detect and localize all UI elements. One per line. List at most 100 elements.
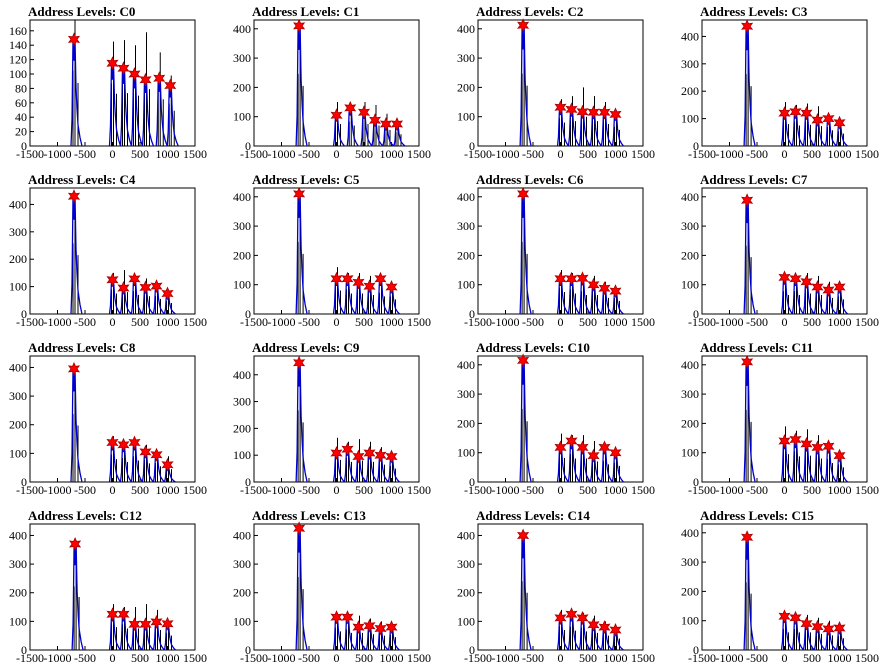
level-histogram-line bbox=[578, 617, 592, 651]
level-histogram-line bbox=[589, 624, 602, 651]
level-histogram-line bbox=[611, 452, 624, 483]
plot-frame bbox=[253, 523, 420, 651]
x-tick-label: 0 bbox=[782, 147, 788, 161]
y-tick-label: 400 bbox=[233, 190, 251, 204]
level-histogram-line bbox=[824, 628, 837, 651]
y-tick-label: 200 bbox=[681, 416, 699, 430]
y-tick-label: 100 bbox=[457, 278, 475, 292]
level-histogram-line bbox=[393, 123, 406, 147]
peak-marker bbox=[554, 440, 567, 455]
x-tick-label: 0 bbox=[558, 147, 564, 161]
level-histogram-line bbox=[519, 25, 532, 147]
y-tick-label: 200 bbox=[9, 252, 27, 266]
level-histogram-line bbox=[835, 455, 848, 483]
level-histogram-line bbox=[332, 115, 346, 147]
peak-marker bbox=[67, 32, 81, 47]
level-histogram-line bbox=[813, 286, 826, 315]
x-tick-label: 1000 bbox=[828, 147, 852, 161]
y-tick-label: 200 bbox=[681, 584, 699, 598]
level-histogram-line bbox=[813, 447, 827, 483]
level-histogram-line bbox=[108, 442, 122, 483]
y-tick-label: 40 bbox=[15, 110, 27, 124]
level-histogram-line bbox=[519, 535, 532, 651]
x-tick-label: 0 bbox=[558, 651, 564, 665]
y-tick-label: 300 bbox=[457, 387, 475, 401]
x-tick-label: 500 bbox=[803, 315, 821, 329]
level-histogram-line bbox=[813, 119, 826, 147]
level-histogram-line bbox=[155, 78, 168, 147]
level-histogram-line bbox=[163, 464, 176, 483]
level-histogram-line bbox=[295, 193, 308, 315]
y-tick-label: 200 bbox=[457, 586, 475, 600]
peak-marker bbox=[576, 271, 589, 286]
x-tick-label: -1000 bbox=[492, 315, 520, 329]
level-histogram-line bbox=[70, 368, 83, 483]
peak-marker bbox=[833, 115, 846, 130]
peak-marker bbox=[368, 113, 382, 128]
peak-marker bbox=[390, 117, 404, 131]
level-histogram-line bbox=[119, 287, 132, 315]
level-histogram-line bbox=[600, 626, 613, 651]
x-tick-label: 1000 bbox=[604, 651, 628, 665]
level-histogram-line bbox=[108, 614, 122, 651]
level-histogram-line bbox=[780, 113, 794, 147]
peak-marker bbox=[565, 102, 578, 117]
y-tick-label: 300 bbox=[681, 387, 699, 401]
peak-marker bbox=[344, 100, 357, 115]
level-histogram-line bbox=[130, 73, 144, 147]
peak-marker bbox=[800, 616, 813, 631]
x-tick-label: 1500 bbox=[855, 315, 879, 329]
y-tick-label: 400 bbox=[681, 358, 699, 372]
peak-marker bbox=[811, 619, 824, 634]
peak-marker bbox=[161, 286, 174, 301]
x-tick-label: 0 bbox=[558, 315, 564, 329]
x-tick-label: -1000 bbox=[716, 147, 744, 161]
peak-marker bbox=[587, 448, 600, 463]
peak-marker bbox=[150, 614, 163, 629]
x-tick-label: 500 bbox=[355, 483, 373, 497]
x-tick-label: -500 bbox=[746, 651, 768, 665]
level-histogram-line bbox=[141, 624, 154, 651]
y-tick-label: 160 bbox=[9, 24, 27, 38]
chart-panel-1: Address Levels: C1 0 100 200 300 400 -1500 -100… bbox=[233, 4, 431, 161]
peak-marker bbox=[128, 271, 141, 286]
peak-marker bbox=[161, 457, 174, 472]
chart-title: Address Levels: C2 bbox=[476, 4, 583, 19]
y-tick-label: 300 bbox=[233, 557, 251, 571]
peak-marker bbox=[139, 617, 152, 632]
peak-marker bbox=[609, 623, 622, 637]
x-tick-label: 1000 bbox=[380, 651, 404, 665]
level-histogram-line bbox=[791, 111, 805, 147]
y-tick-label: 0 bbox=[245, 475, 251, 489]
level-histogram-line bbox=[382, 123, 395, 147]
x-tick-label: 1500 bbox=[631, 483, 655, 497]
x-tick-label: -1000 bbox=[268, 651, 296, 665]
peak-marker bbox=[741, 354, 754, 369]
chart-panel-2: Address Levels: C2 0 100 200 300 400 -1500 -100… bbox=[457, 4, 655, 161]
y-tick-label: 200 bbox=[457, 80, 475, 94]
peak-marker bbox=[741, 193, 754, 208]
peak-marker bbox=[330, 446, 343, 460]
level-histogram-line bbox=[346, 107, 359, 147]
peak-marker bbox=[352, 449, 365, 464]
x-tick-label: 1500 bbox=[855, 147, 879, 161]
chart-panel-3: Address Levels: C3 0 100 200 300 400 -1500 -100… bbox=[681, 4, 879, 161]
x-tick-label: -1000 bbox=[268, 315, 296, 329]
y-tick-label: 300 bbox=[233, 219, 251, 233]
x-tick-label: 1000 bbox=[156, 315, 180, 329]
y-tick-label: 0 bbox=[245, 139, 251, 153]
y-tick-label: 100 bbox=[9, 614, 27, 628]
y-tick-label: 200 bbox=[681, 84, 699, 98]
x-tick-label: 0 bbox=[110, 483, 116, 497]
x-tick-label: -1500 bbox=[464, 651, 492, 665]
peak-marker bbox=[153, 71, 166, 86]
level-histogram-line bbox=[371, 120, 384, 147]
y-tick-label: 300 bbox=[233, 51, 251, 65]
y-tick-label: 300 bbox=[9, 225, 27, 239]
level-histogram-line bbox=[141, 287, 154, 315]
level-histogram-line bbox=[791, 278, 805, 315]
peak-marker bbox=[598, 620, 611, 635]
x-tick-label: -1000 bbox=[716, 483, 744, 497]
level-histogram-line bbox=[813, 626, 826, 651]
peak-marker bbox=[609, 107, 622, 122]
